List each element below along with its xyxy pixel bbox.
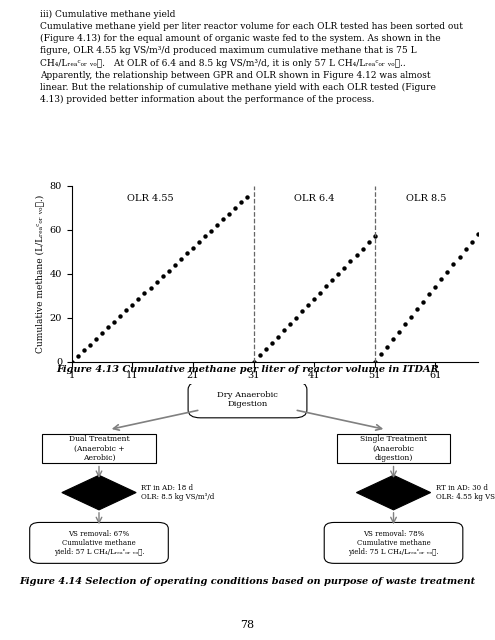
Text: Figure 4.14 Selection of operating conditions based on purpose of waste treatmen: Figure 4.14 Selection of operating condi… xyxy=(19,577,476,586)
Y-axis label: Cumulative methane (L/Lᵣₑₐᶜₒᵣ ᵥₒℓ.): Cumulative methane (L/Lᵣₑₐᶜₒᵣ ᵥₒℓ.) xyxy=(35,195,44,353)
Text: Dry Anaerobic
Digestion: Dry Anaerobic Digestion xyxy=(217,391,278,408)
FancyBboxPatch shape xyxy=(30,522,168,563)
Text: VS removal: 78%
Cumulative methane
yield: 75 L CH₄/Lᵣₑₐᶜₒᵣ ᵥₒℓ.: VS removal: 78% Cumulative methane yield… xyxy=(348,530,439,556)
Text: Single Treatment
(Anaerobic
digestion): Single Treatment (Anaerobic digestion) xyxy=(360,435,427,461)
X-axis label: Time (days): Time (days) xyxy=(244,386,305,395)
Text: 78: 78 xyxy=(241,621,254,630)
FancyBboxPatch shape xyxy=(188,381,307,418)
Text: OLR 6.4: OLR 6.4 xyxy=(294,194,334,203)
FancyBboxPatch shape xyxy=(324,522,463,563)
Polygon shape xyxy=(62,476,136,510)
Text: Figure 4.13 Cumulative methane per liter of reactor volume in ITDAR: Figure 4.13 Cumulative methane per liter… xyxy=(56,365,439,374)
Text: iii) Cumulative methane yield
Cumulative methane yield per liter reactor volume : iii) Cumulative methane yield Cumulative… xyxy=(40,10,463,104)
Text: OLR 4.55: OLR 4.55 xyxy=(127,194,174,203)
Polygon shape xyxy=(356,476,431,510)
Text: RT in AD: 30 d
OLR: 4.55 kg VS/m³/d: RT in AD: 30 d OLR: 4.55 kg VS/m³/d xyxy=(436,484,495,501)
Text: Dual Treatment
(Anaerobic +
Aerobic): Dual Treatment (Anaerobic + Aerobic) xyxy=(69,435,129,461)
Bar xyxy=(337,433,450,463)
Bar xyxy=(42,433,156,463)
Text: VS removal: 67%
Cumulative methane
yield: 57 L CH₄/Lᵣₑₐᶜₒᵣ ᵥₒℓ.: VS removal: 67% Cumulative methane yield… xyxy=(53,530,145,556)
Text: RT in AD: 18 d
OLR: 8.5 kg VS/m³/d: RT in AD: 18 d OLR: 8.5 kg VS/m³/d xyxy=(141,484,214,501)
Text: OLR 8.5: OLR 8.5 xyxy=(406,194,446,203)
